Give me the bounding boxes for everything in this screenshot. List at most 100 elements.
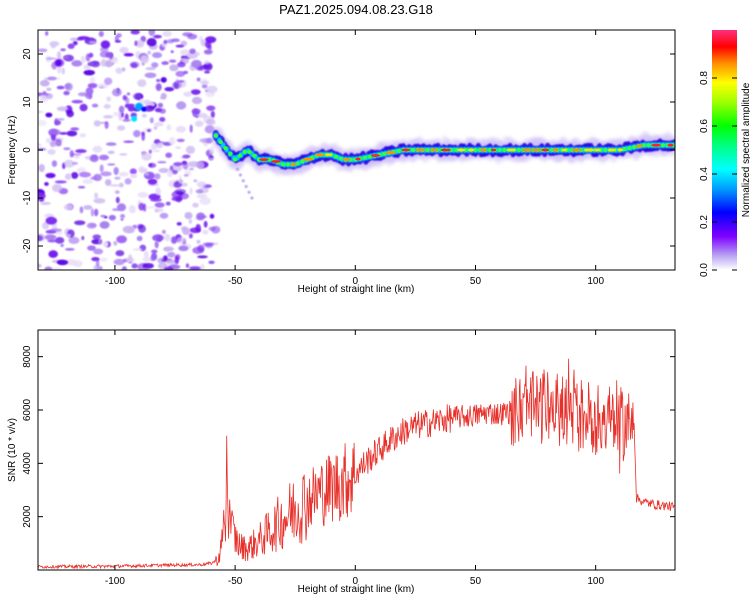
- colorbar-tick-label: 0.8: [699, 71, 710, 85]
- ridge-core-green: [285, 162, 291, 167]
- noise-blob: [115, 196, 120, 204]
- noise-hotspot: [141, 106, 147, 112]
- noise-blob: [176, 101, 187, 110]
- noise-blob: [151, 249, 158, 254]
- noise-blob: [188, 218, 193, 224]
- noise-blob: [83, 64, 91, 70]
- noise-blob: [141, 113, 147, 118]
- noise-blob: [122, 94, 128, 101]
- noise-blob: [157, 160, 167, 164]
- noise-blob: [106, 96, 112, 102]
- noise-blob: [47, 239, 58, 243]
- noise-blob: [91, 103, 99, 108]
- noise-blob: [195, 224, 201, 233]
- noise-blob: [206, 105, 216, 111]
- noise-blob: [150, 198, 162, 202]
- spectrogram-x-tick-label: -100: [105, 276, 125, 287]
- noise-blob: [77, 36, 90, 40]
- noise-blob: [143, 267, 149, 270]
- noise-blob: [163, 39, 168, 45]
- noise-blob: [174, 188, 186, 195]
- spectrogram-y-tick-label: 10: [22, 96, 33, 108]
- noise-blob: [189, 124, 193, 133]
- ridge-peak: [414, 148, 426, 152]
- ridge-peak: [440, 148, 451, 152]
- noise-blob: [191, 96, 203, 105]
- noise-blob: [163, 266, 174, 270]
- colorbar-tick-label: 0.4: [699, 167, 710, 181]
- noise-blob: [129, 168, 137, 175]
- ridge-peak: [290, 163, 297, 166]
- noise-blob: [132, 248, 143, 251]
- ridge-tail: [244, 184, 248, 188]
- noise-blob: [120, 218, 124, 221]
- noise-blob: [56, 51, 62, 60]
- noise-blob: [154, 202, 165, 208]
- noise-blob: [202, 242, 214, 247]
- noise-blob: [189, 48, 196, 54]
- noise-blob: [165, 201, 171, 206]
- noise-blob: [83, 205, 93, 210]
- noise-blob: [132, 93, 142, 100]
- noise-blob: [119, 153, 128, 156]
- noise-blob: [45, 137, 51, 144]
- snr-x-tick-label: 50: [470, 576, 482, 587]
- spectrogram-noise-blobs: [38, 30, 221, 270]
- noise-blob: [97, 83, 109, 89]
- noise-blob: [65, 259, 77, 266]
- ridge-core-green: [425, 148, 430, 152]
- noise-blob: [110, 57, 119, 64]
- ridge-tail: [236, 167, 240, 171]
- noise-blob: [148, 30, 156, 37]
- ridge-core-green: [516, 148, 521, 152]
- colorbar-tick-label: 0.0: [699, 263, 710, 277]
- noise-blob: [155, 83, 162, 92]
- noise-blob: [87, 82, 98, 89]
- noise-blob: [74, 220, 86, 226]
- noise-blob: [66, 110, 74, 118]
- noise-blob: [46, 93, 53, 100]
- noise-blob: [116, 125, 126, 131]
- noise-blob: [125, 103, 136, 107]
- noise-blob: [190, 89, 201, 95]
- ridge-peak: [521, 148, 532, 152]
- noise-blob: [171, 81, 182, 89]
- noise-blob: [164, 233, 171, 242]
- noise-blob: [133, 130, 141, 138]
- ridge-core-green: [487, 148, 493, 152]
- ridge-core-green: [247, 149, 252, 154]
- noise-blob: [100, 40, 111, 49]
- noise-blob: [191, 59, 202, 68]
- noise-blob: [67, 43, 75, 49]
- spectrogram-x-tick-label: 50: [470, 276, 482, 287]
- ridge-core-green: [300, 159, 305, 164]
- ridge-peak: [342, 158, 351, 162]
- ridge-peak: [667, 143, 674, 147]
- noise-blob: [66, 233, 71, 238]
- ridge-peak: [530, 148, 543, 152]
- noise-blob: [178, 179, 184, 184]
- noise-blob: [123, 140, 134, 144]
- noise-blob: [205, 40, 212, 49]
- noise-blob: [79, 171, 92, 178]
- noise-blob: [107, 150, 115, 155]
- ridge-peak: [314, 153, 325, 157]
- noise-blob: [162, 30, 172, 37]
- spectrogram-y-label: Frequency (Hz): [7, 116, 18, 185]
- ridge-peak: [594, 148, 601, 152]
- noise-blob: [51, 160, 58, 167]
- noise-blob: [63, 159, 75, 168]
- noise-blob: [85, 93, 93, 99]
- snr-y-tick-label: 2000: [22, 505, 33, 528]
- ridge-peak: [651, 143, 661, 147]
- noise-blob: [135, 39, 145, 48]
- noise-blob: [147, 129, 151, 133]
- noise-blob: [155, 187, 161, 196]
- noise-blob: [113, 166, 119, 175]
- snr-y-label: SNR (10 * v/v): [7, 418, 18, 482]
- noise-blob: [169, 64, 179, 72]
- noise-blob: [197, 244, 205, 253]
- noise-blob: [93, 198, 106, 204]
- noise-blob: [138, 224, 146, 233]
- noise-blob: [126, 92, 131, 96]
